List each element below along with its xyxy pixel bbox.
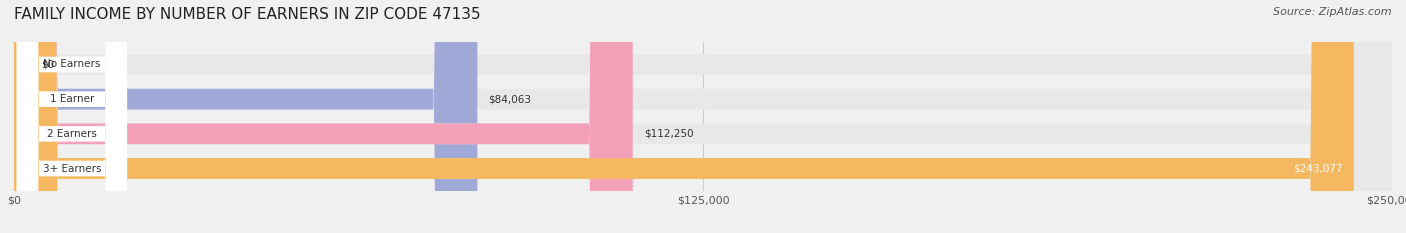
FancyBboxPatch shape <box>14 0 1392 233</box>
Text: Source: ZipAtlas.com: Source: ZipAtlas.com <box>1274 7 1392 17</box>
Text: $0: $0 <box>42 59 55 69</box>
Text: $243,077: $243,077 <box>1294 164 1343 174</box>
FancyBboxPatch shape <box>14 0 1392 233</box>
FancyBboxPatch shape <box>17 0 127 233</box>
FancyBboxPatch shape <box>14 0 1354 233</box>
Text: $112,250: $112,250 <box>644 129 693 139</box>
FancyBboxPatch shape <box>17 0 127 233</box>
Text: 1 Earner: 1 Earner <box>49 94 94 104</box>
FancyBboxPatch shape <box>14 0 1392 233</box>
FancyBboxPatch shape <box>17 0 127 233</box>
FancyBboxPatch shape <box>14 0 1392 233</box>
Text: $84,063: $84,063 <box>488 94 531 104</box>
FancyBboxPatch shape <box>14 0 478 233</box>
Text: No Earners: No Earners <box>44 59 101 69</box>
Text: 3+ Earners: 3+ Earners <box>42 164 101 174</box>
Text: FAMILY INCOME BY NUMBER OF EARNERS IN ZIP CODE 47135: FAMILY INCOME BY NUMBER OF EARNERS IN ZI… <box>14 7 481 22</box>
FancyBboxPatch shape <box>14 0 633 233</box>
FancyBboxPatch shape <box>17 0 127 233</box>
Text: 2 Earners: 2 Earners <box>46 129 97 139</box>
